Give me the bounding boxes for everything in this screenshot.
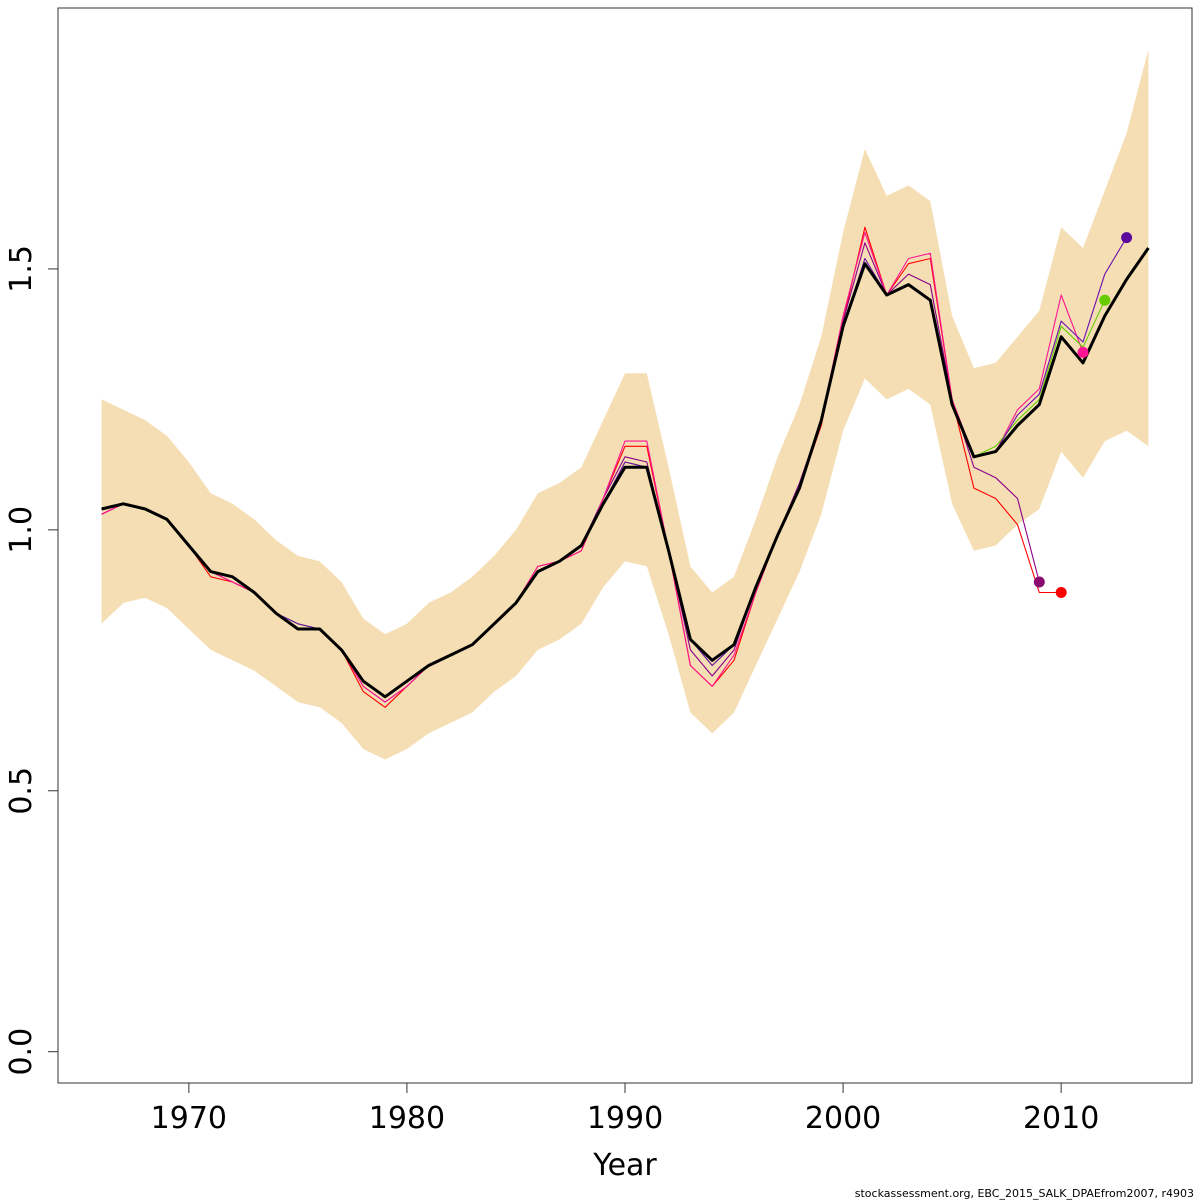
x-axis-title: Year xyxy=(592,1148,657,1183)
x-tick-label: 1970 xyxy=(151,1101,227,1136)
series-endpoint-marker-5 xyxy=(1121,232,1133,244)
y-tick-label: 0.0 xyxy=(4,1028,39,1076)
y-tick-label: 0.5 xyxy=(4,767,39,815)
x-tick-label: 2000 xyxy=(805,1101,881,1136)
footer-note: stockassessment.org, EBC_2015_SALK_DPAEf… xyxy=(855,1187,1194,1200)
y-tick-label: 1.5 xyxy=(4,245,39,293)
confidence-band-layer xyxy=(101,49,1149,760)
series-endpoint-marker-1 xyxy=(1055,587,1067,598)
x-tick-label: 2010 xyxy=(1023,1101,1099,1136)
series-endpoint-marker-2 xyxy=(1033,576,1045,588)
series-layer xyxy=(101,226,1150,708)
endpoint-marker-layer xyxy=(1033,232,1133,598)
x-tick-label: 1990 xyxy=(587,1101,663,1136)
x-axis: 1970 1980 1990 2000 2010 xyxy=(151,1083,1099,1136)
confidence-band xyxy=(101,49,1149,760)
series-endpoint-marker-3 xyxy=(1077,346,1089,358)
series-endpoint-marker-4 xyxy=(1099,294,1111,306)
y-axis: 0.0 0.5 1.0 1.5 xyxy=(4,245,58,1076)
y-tick-label: 1.0 xyxy=(4,506,39,554)
x-tick-label: 1980 xyxy=(369,1101,445,1136)
series-line-6 xyxy=(101,247,1150,699)
